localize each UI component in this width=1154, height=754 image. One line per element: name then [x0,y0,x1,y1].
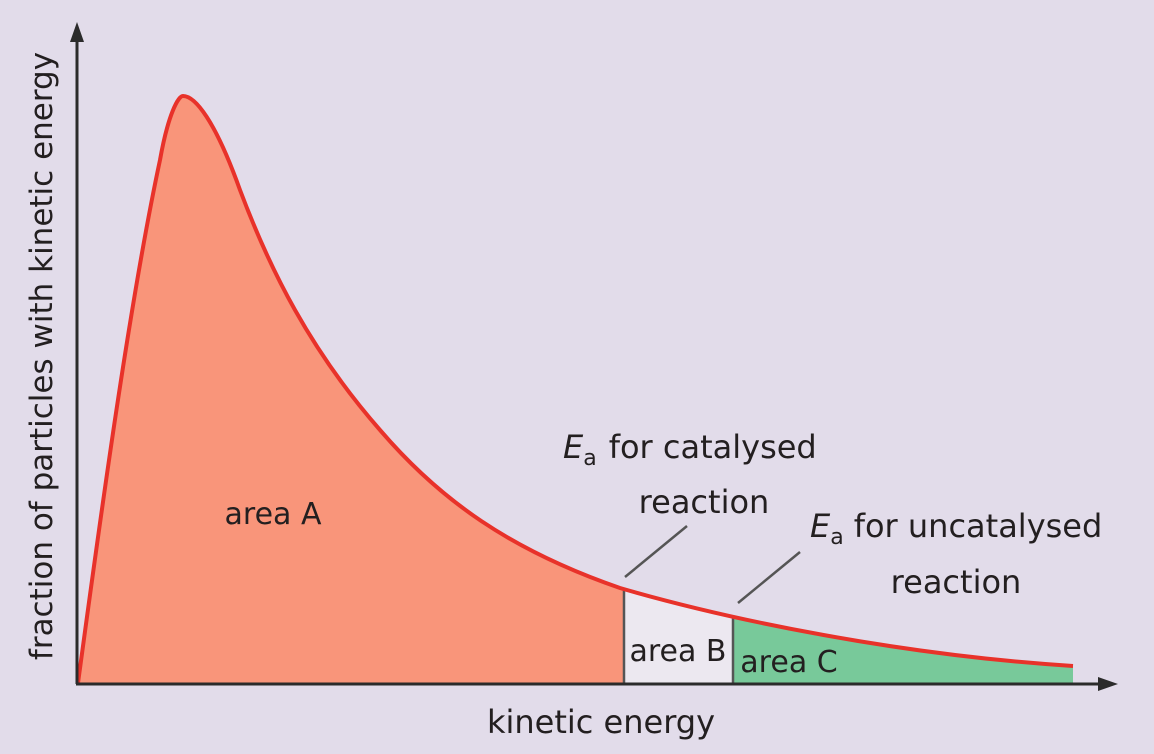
ea-uncatalysed-text: for uncatalysed [854,507,1103,545]
ea-uncatalysed-symbol: E [810,507,831,545]
area-a-region [78,96,624,684]
area-b-region [624,589,733,684]
ea-uncatalysed-label: Ea for uncatalysed [810,507,1102,550]
x-axis-arrow [1098,677,1118,691]
ea-catalysed-line2: reaction [639,483,770,521]
ea-catalysed-label: Ea for catalysed [563,428,817,471]
ea-uncatalysed-leader [737,551,801,604]
x-axis-label: kinetic energy [487,703,715,741]
distribution-curve [76,93,1074,684]
y-axis-label: fraction of particles with kinetic energ… [24,52,60,660]
y-axis-arrow [70,22,84,42]
area-c-region [733,616,1073,684]
ea-catalysed-subscript: a [583,446,596,471]
area-c-label: area C [740,645,837,680]
ea-catalysed-leader [624,525,688,578]
area-a-label: area A [225,497,322,532]
ea-catalysed-text: for catalysed [609,428,817,466]
ea-uncatalysed-subscript: a [830,525,843,550]
ea-catalysed-symbol: E [563,428,584,466]
area-b-label: area B [629,634,726,669]
ea-uncatalysed-line2: reaction [891,563,1022,601]
